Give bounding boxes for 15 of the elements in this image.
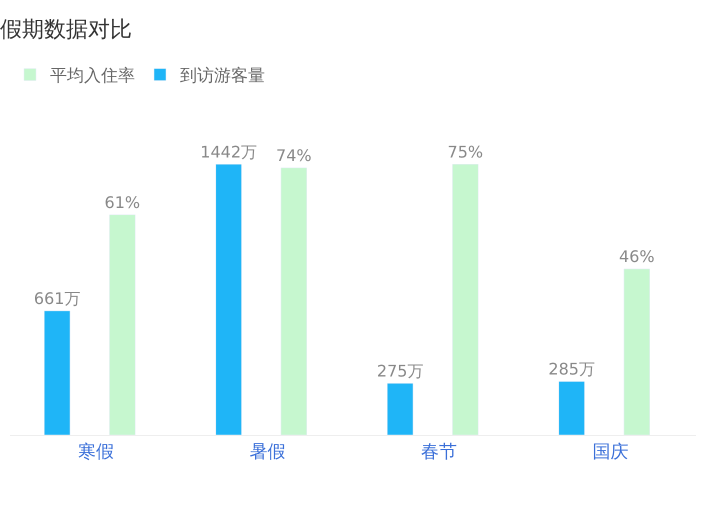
chart-title: 假期数据对比 xyxy=(0,17,132,42)
data-label: 61% xyxy=(104,192,140,212)
data-label: 1442万 xyxy=(200,142,258,162)
x-tick-label: 国庆 xyxy=(592,442,628,463)
x-tick-label: 暑假 xyxy=(249,442,286,463)
data-label: 46% xyxy=(619,246,655,266)
legend-label: 到访游客量 xyxy=(180,66,265,86)
data-label: 285万 xyxy=(548,359,595,378)
data-label: 661万 xyxy=(34,288,80,308)
data-label: 75% xyxy=(448,142,484,162)
legend-label: 平均入住率 xyxy=(50,66,135,86)
data-label: 74% xyxy=(276,146,312,165)
x-tick-label: 春节 xyxy=(420,442,457,463)
x-tick-label: 寒假 xyxy=(78,442,114,463)
data-label: 275万 xyxy=(376,361,424,380)
